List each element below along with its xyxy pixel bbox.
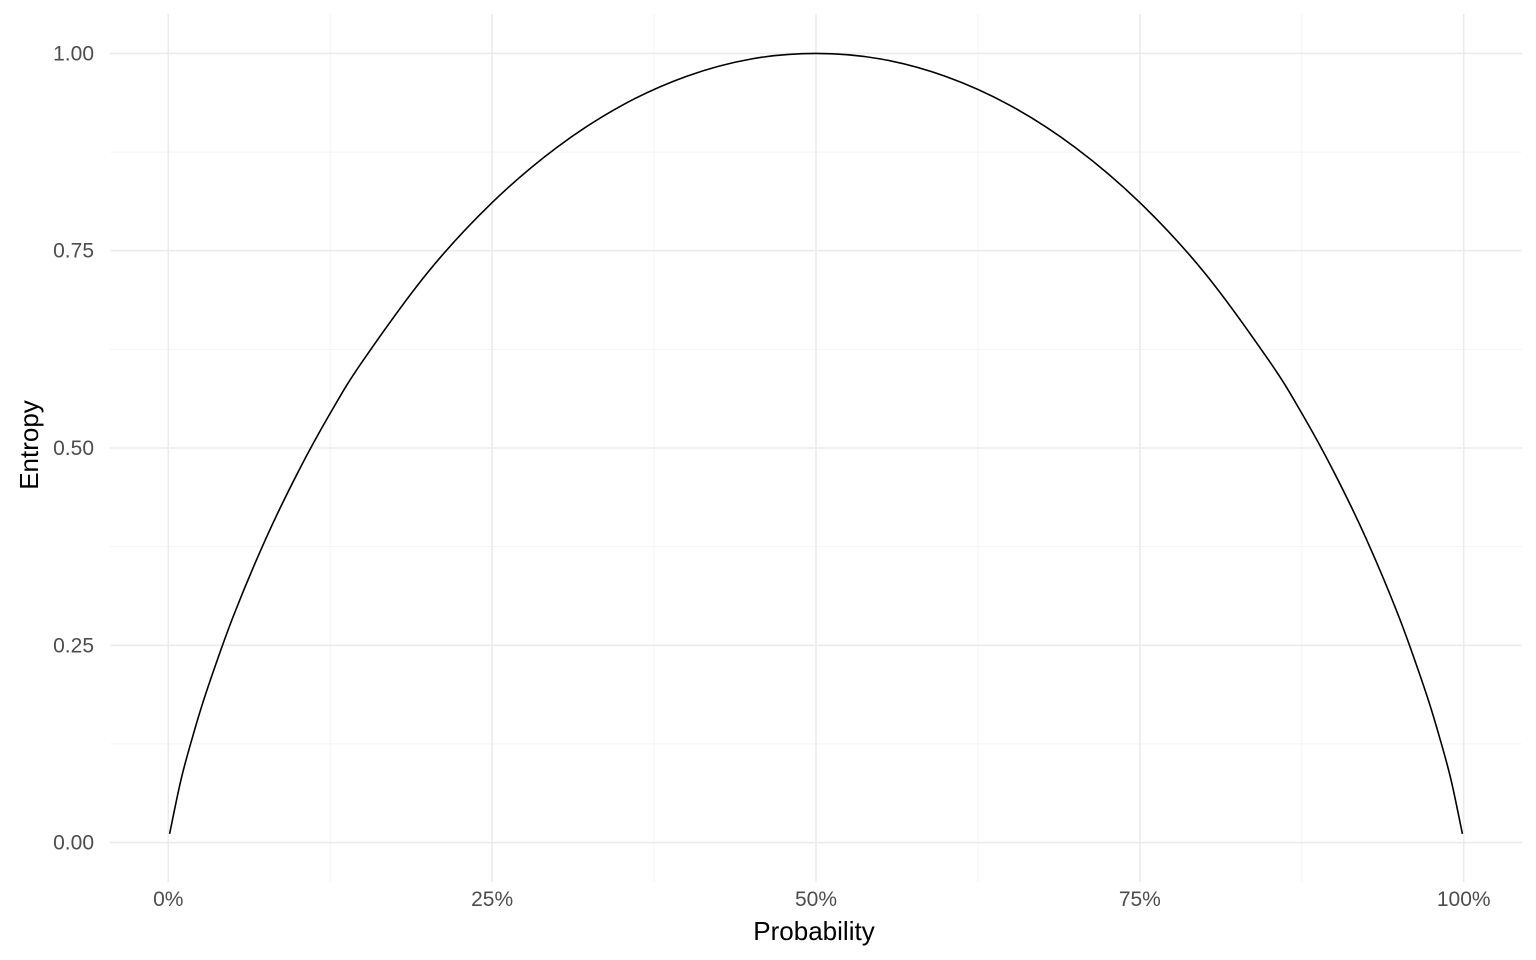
y-tick-label: 0.00 [53, 832, 94, 855]
y-tick-label: 0.25 [53, 634, 94, 657]
x-tick-label: 0% [153, 888, 183, 911]
x-tick-label: 25% [471, 888, 513, 911]
x-tick-label: 50% [795, 888, 837, 911]
x-tick-label: 100% [1437, 888, 1491, 911]
x-tick-label: 75% [1119, 888, 1161, 911]
y-tick-label: 0.75 [53, 240, 94, 263]
y-axis-tick-labels: 0.00 0.25 0.50 0.75 1.00 [53, 42, 94, 854]
y-tick-label: 1.00 [53, 42, 94, 65]
x-axis-tick-labels: 0% 25% 50% 75% 100% [153, 888, 1490, 911]
y-tick-label: 0.50 [53, 437, 94, 460]
x-axis-title: Probability [753, 916, 874, 946]
series-layer [168, 52, 1464, 835]
entropy-series-line [168, 52, 1464, 835]
major-gridlines [110, 14, 1522, 882]
y-axis-title: Entropy [14, 400, 44, 490]
